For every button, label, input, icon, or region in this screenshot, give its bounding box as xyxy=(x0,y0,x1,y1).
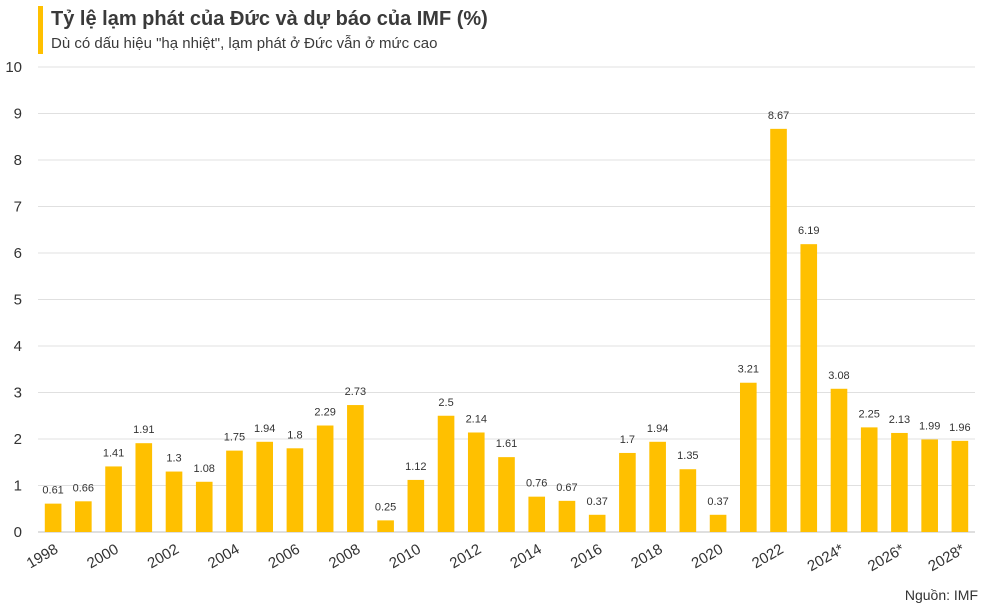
chart-title: Tỷ lệ lạm phát của Đức và dự báo của IMF… xyxy=(51,8,488,30)
bar xyxy=(467,432,485,532)
bar xyxy=(347,405,364,532)
value-label: 1.7 xyxy=(620,434,635,446)
bar xyxy=(739,382,757,532)
bar xyxy=(165,471,183,532)
x-tick-label: 2004 xyxy=(205,541,242,572)
bar xyxy=(135,443,153,532)
bar xyxy=(528,496,546,532)
value-label: 1.94 xyxy=(647,423,668,435)
value-label: 1.41 xyxy=(103,447,124,459)
bar xyxy=(800,244,818,533)
bar xyxy=(679,469,697,532)
value-label: 2.29 xyxy=(314,407,335,419)
bar xyxy=(921,439,938,532)
bar xyxy=(195,481,213,532)
y-tick-label: 3 xyxy=(14,385,22,402)
value-labels: 0.61 0.66 1.41 1.91 1.3 1.08 1.75 1.94 1.8 2.29 2.… xyxy=(42,110,970,514)
x-tick-label: 2020 xyxy=(689,541,726,572)
value-label: 0.37 xyxy=(707,496,728,508)
x-tick-label: 2002 xyxy=(145,541,182,572)
value-label: 2.73 xyxy=(345,386,366,398)
chart-header: Tỷ lệ lạm phát của Đức và dự báo của IMF… xyxy=(38,6,488,54)
bar xyxy=(44,503,62,532)
value-label: 2.5 xyxy=(438,397,453,409)
x-axis-ticks: 1998 2000 2002 2004 2006 2008 2010 2012 2014 2016… xyxy=(24,541,968,575)
value-label: 1.94 xyxy=(254,423,275,435)
chart-subtitle: Dù có dấu hiệu "hạ nhiệt", lạm phát ở Đứ… xyxy=(51,35,438,52)
value-label: 3.21 xyxy=(738,364,759,376)
bar xyxy=(286,448,304,532)
value-label: 2.14 xyxy=(466,413,487,425)
bars xyxy=(44,128,969,533)
x-tick-label: 1998 xyxy=(24,541,61,572)
x-tick-label: 2018 xyxy=(628,541,665,572)
value-label: 0.61 xyxy=(42,485,63,497)
bar xyxy=(407,479,425,532)
y-tick-label: 2 xyxy=(14,431,22,448)
value-label: 3.08 xyxy=(828,370,849,382)
bar xyxy=(770,128,787,532)
bar xyxy=(498,457,515,532)
bar xyxy=(649,441,666,532)
y-tick-label: 8 xyxy=(14,152,22,169)
bar xyxy=(588,514,606,532)
bar xyxy=(377,520,394,532)
value-label: 1.08 xyxy=(194,463,215,475)
value-label: 1.12 xyxy=(405,461,426,473)
y-tick-label: 10 xyxy=(5,59,22,76)
value-label: 0.37 xyxy=(586,496,607,508)
value-label: 1.8 xyxy=(287,429,302,441)
x-tick-label: 2028* xyxy=(925,541,968,575)
y-tick-label: 4 xyxy=(14,338,22,355)
value-label: 1.91 xyxy=(133,424,154,436)
x-tick-label: 2026* xyxy=(865,541,908,575)
value-label: 1.35 xyxy=(677,450,698,462)
value-label: 2.25 xyxy=(858,408,879,420)
x-tick-label: 2024* xyxy=(805,541,848,575)
bar xyxy=(709,514,727,532)
source-note: Nguồn: IMF xyxy=(904,587,978,603)
bar xyxy=(226,450,243,532)
bar xyxy=(830,388,848,532)
value-label: 1.3 xyxy=(166,453,181,465)
value-label: 1.75 xyxy=(224,432,245,444)
bar xyxy=(105,466,122,532)
y-tick-label: 7 xyxy=(14,199,22,216)
bar xyxy=(75,501,92,532)
value-label: 6.19 xyxy=(798,225,819,237)
x-tick-label: 2000 xyxy=(84,541,121,572)
value-label: 8.67 xyxy=(768,110,789,122)
value-label: 0.76 xyxy=(526,478,547,490)
value-label: 0.67 xyxy=(556,482,577,494)
value-label: 0.25 xyxy=(375,501,396,513)
bar xyxy=(558,500,576,532)
y-tick-label: 6 xyxy=(14,245,22,262)
bar xyxy=(256,441,274,532)
y-tick-label: 1 xyxy=(14,478,22,495)
value-label: 1.99 xyxy=(919,420,940,432)
value-label: 2.13 xyxy=(889,414,910,426)
y-axis-ticks: 0 1 2 3 4 5 6 7 8 9 10 xyxy=(5,59,22,541)
y-tick-label: 9 xyxy=(14,106,22,123)
bar xyxy=(891,432,908,532)
x-tick-label: 2014 xyxy=(507,541,544,572)
x-tick-label: 2008 xyxy=(326,541,363,572)
bar xyxy=(619,452,636,532)
value-label: 1.96 xyxy=(949,422,970,434)
bar xyxy=(437,415,455,532)
x-tick-label: 2006 xyxy=(266,541,303,572)
x-tick-label: 2012 xyxy=(447,541,484,572)
y-tick-label: 0 xyxy=(14,524,22,541)
value-label: 1.61 xyxy=(496,438,517,450)
x-tick-label: 2022 xyxy=(749,541,786,572)
x-tick-label: 2010 xyxy=(386,541,423,572)
x-tick-label: 2016 xyxy=(568,541,605,572)
y-tick-label: 5 xyxy=(14,292,22,309)
bar xyxy=(860,427,878,532)
bar xyxy=(951,440,969,532)
bar xyxy=(316,425,334,532)
value-label: 0.66 xyxy=(73,482,94,494)
